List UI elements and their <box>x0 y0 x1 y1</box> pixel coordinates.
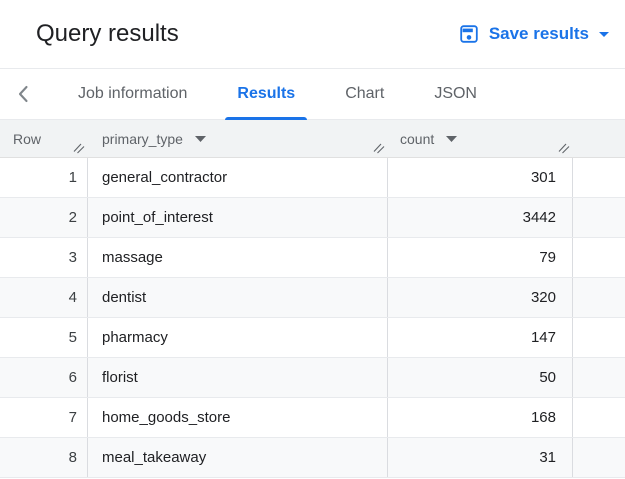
column-header-primary-type: primary_type <box>88 120 388 157</box>
column-header-filler <box>573 120 625 157</box>
chevron-left-icon <box>18 85 28 103</box>
column-header-count: count <box>388 120 573 157</box>
count-cell: 301 <box>388 158 573 197</box>
table-row: 5 pharmacy 147 <box>0 318 625 358</box>
row-number-cell: 1 <box>0 158 88 197</box>
primary-type-cell: general_contractor <box>88 158 388 197</box>
tab-chart[interactable]: Chart <box>333 69 396 119</box>
results-table: Row primary_type count <box>0 120 625 478</box>
count-cell: 3442 <box>388 198 573 237</box>
column-label-count: count <box>400 130 435 147</box>
panel-header: Query results Save results <box>0 0 625 68</box>
tab-label: Job information <box>78 85 188 102</box>
tab-label: JSON <box>434 85 477 102</box>
primary-type-cell: home_goods_store <box>88 398 388 437</box>
column-menu-caret-icon[interactable] <box>446 135 458 142</box>
row-number-cell: 2 <box>0 198 88 237</box>
row-number-cell: 6 <box>0 358 88 397</box>
save-results-label: Save results <box>488 24 589 43</box>
primary-type-cell: massage <box>88 238 388 277</box>
count-cell: 79 <box>388 238 573 277</box>
table-row: 3 massage 79 <box>0 238 625 278</box>
primary-type-cell: meal_takeaway <box>88 438 388 477</box>
table-row: 1 general_contractor 301 <box>0 158 625 198</box>
row-number-cell: 5 <box>0 318 88 357</box>
column-resize-handle-icon[interactable] <box>373 142 385 154</box>
filler-cell <box>573 318 625 357</box>
tab-label: Results <box>237 85 296 102</box>
filler-cell <box>573 158 625 197</box>
count-cell: 168 <box>388 398 573 437</box>
results-tabbar: Job information Results Chart JSON <box>0 68 625 120</box>
active-tab-underline <box>225 117 308 120</box>
primary-type-cell: point_of_interest <box>88 198 388 237</box>
count-cell: 320 <box>388 278 573 317</box>
column-resize-handle-icon[interactable] <box>558 142 570 154</box>
table-row: 6 florist 50 <box>0 358 625 398</box>
count-cell: 50 <box>388 358 573 397</box>
filler-cell <box>573 438 625 477</box>
column-label-primary-type: primary_type <box>102 130 183 147</box>
scroll-tabs-left-button[interactable] <box>10 69 36 119</box>
table-row: 7 home_goods_store 168 <box>0 398 625 438</box>
filler-cell <box>573 358 625 397</box>
row-number-cell: 8 <box>0 438 88 477</box>
primary-type-cell: dentist <box>88 278 388 317</box>
row-number-cell: 7 <box>0 398 88 437</box>
tab-job-information[interactable]: Job information <box>66 69 199 119</box>
caret-down-icon <box>599 31 609 37</box>
tab-results[interactable]: Results <box>225 69 308 120</box>
filler-cell <box>573 198 625 237</box>
column-header-row: Row <box>0 120 88 157</box>
tab-json[interactable]: JSON <box>422 69 489 119</box>
primary-type-cell: pharmacy <box>88 318 388 357</box>
row-number-cell: 4 <box>0 278 88 317</box>
table-row: 8 meal_takeaway 31 <box>0 438 625 478</box>
tab-list: Job information Results Chart JSON <box>66 69 515 120</box>
filler-cell <box>573 398 625 437</box>
page-title: Query results <box>36 20 179 47</box>
primary-type-cell: florist <box>88 358 388 397</box>
tab-label: Chart <box>345 85 385 102</box>
column-label-row: Row <box>13 130 42 147</box>
row-number-cell: 3 <box>0 238 88 277</box>
column-resize-handle-icon[interactable] <box>73 142 85 154</box>
table-header-row: Row primary_type count <box>0 120 625 158</box>
table-row: 2 point_of_interest 3442 <box>0 198 625 238</box>
column-menu-caret-icon[interactable] <box>194 135 206 142</box>
filler-cell <box>573 278 625 317</box>
filler-cell <box>573 238 625 277</box>
save-icon <box>460 25 478 43</box>
save-results-button[interactable]: Save results <box>457 20 611 48</box>
table-row: 4 dentist 320 <box>0 278 625 318</box>
count-cell: 147 <box>388 318 573 357</box>
count-cell: 31 <box>388 438 573 477</box>
table-body: 1 general_contractor 301 2 point_of_interest… <box>0 158 625 478</box>
